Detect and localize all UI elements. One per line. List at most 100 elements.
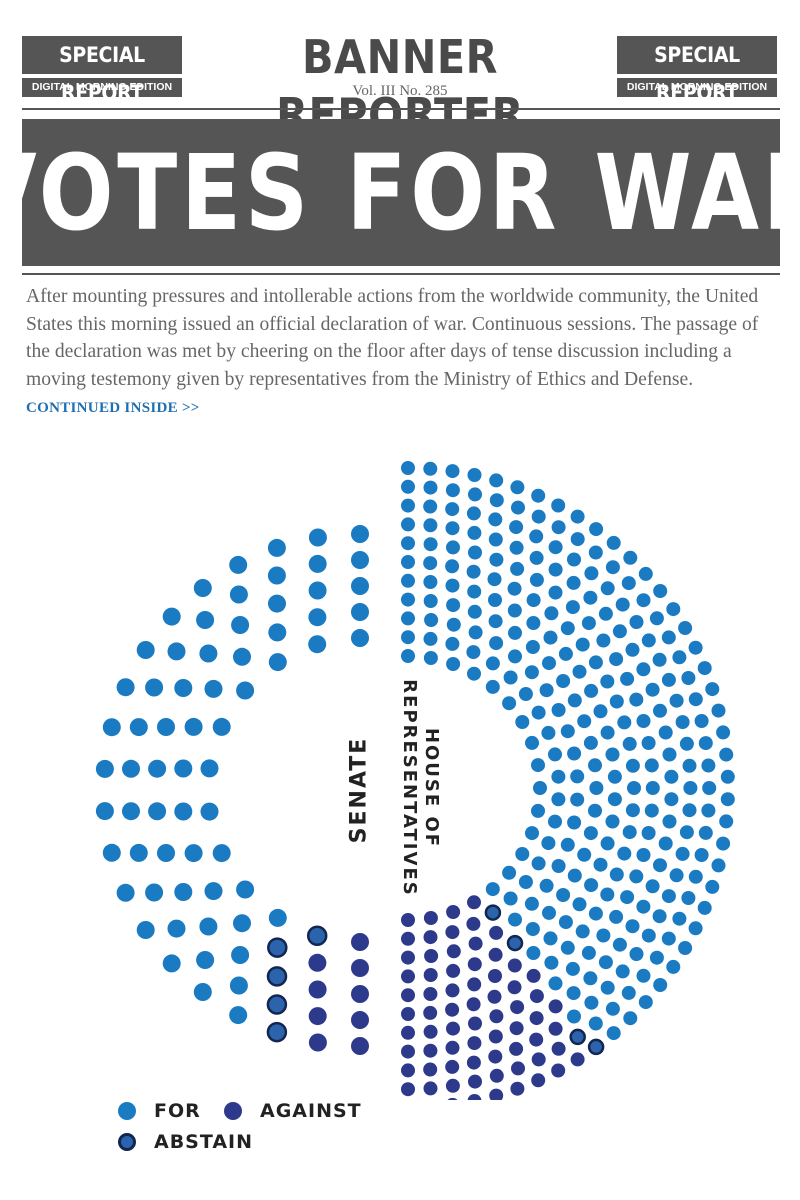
- house-seat-for: [518, 875, 533, 889]
- house-seat-for: [623, 550, 638, 565]
- senate-seat-against: [308, 953, 327, 972]
- house-seat-for: [612, 624, 627, 639]
- house-seat-for: [596, 928, 611, 943]
- house-seat-for: [560, 621, 575, 636]
- house-seat-for: [445, 502, 460, 517]
- house-seat-for: [682, 803, 697, 818]
- house-seat-for: [719, 814, 734, 829]
- house-seat-for: [625, 642, 640, 657]
- house-seat-against: [507, 958, 522, 973]
- house-seat-for: [638, 995, 653, 1010]
- house-seat-for: [649, 950, 664, 965]
- senate-seat-for: [162, 954, 181, 973]
- house-seat-for: [446, 617, 461, 632]
- house-seat-against: [467, 895, 481, 910]
- senate-seat-for: [351, 603, 369, 621]
- senate-seat-for: [267, 566, 286, 585]
- legend-dot-against: [224, 1102, 242, 1120]
- house-seat-for: [666, 959, 681, 974]
- house-seat-for: [617, 715, 632, 730]
- senate-seat-for: [184, 717, 203, 736]
- house-seat-against: [510, 1000, 525, 1015]
- house-seat-for: [625, 919, 640, 934]
- legend-dot-abstain: [118, 1133, 136, 1151]
- house-seat-for: [678, 941, 693, 955]
- house-seat-for: [653, 978, 668, 992]
- house-seat-for: [524, 896, 539, 911]
- house-seat-for: [645, 879, 660, 894]
- house-seat-for: [531, 758, 545, 773]
- house-seat-for: [518, 687, 533, 701]
- house-seat-for: [489, 473, 504, 488]
- house-seat-for: [445, 483, 460, 498]
- house-seat-for: [629, 692, 644, 707]
- house-seat-against: [423, 911, 438, 925]
- house-seat-for: [539, 683, 554, 698]
- house-seat-for: [567, 868, 582, 883]
- house-seat-for: [531, 856, 546, 871]
- house-seat-for: [548, 585, 563, 600]
- house-seat-for: [609, 909, 624, 924]
- senate-seat-for: [351, 629, 369, 647]
- senate-seat-for: [212, 844, 231, 863]
- house-seat-for: [662, 747, 677, 762]
- house-seat-for: [525, 826, 539, 841]
- house-seat-for: [543, 630, 558, 645]
- house-seat-for: [401, 611, 415, 626]
- house-seat-for: [423, 594, 438, 608]
- house-seat-for: [688, 640, 703, 655]
- house-seat-for: [606, 535, 621, 550]
- house-seat-against: [401, 1063, 415, 1078]
- house-seat-against: [510, 1081, 525, 1096]
- house-seat-for: [503, 670, 518, 685]
- house-seat-for: [570, 532, 585, 547]
- masthead-divider: [22, 108, 780, 110]
- house-seat-for: [401, 649, 415, 663]
- house-seat-for: [467, 666, 481, 681]
- continued-inside-link[interactable]: CONTINUED INSIDE >>: [26, 400, 200, 416]
- house-seat-for: [488, 532, 503, 547]
- house-seat-for: [487, 572, 502, 587]
- house-seat-for: [661, 931, 676, 946]
- legend-label-abstain: ABSTAIN: [154, 1131, 254, 1153]
- house-seat-against: [401, 1007, 415, 1021]
- senate-seat-for: [102, 718, 121, 737]
- house-seat-against: [446, 944, 461, 959]
- house-seat-for: [445, 521, 460, 536]
- house-seat-for: [510, 480, 525, 495]
- house-seat-for: [694, 848, 709, 862]
- house-seat-for: [609, 652, 624, 667]
- house-seat-for: [466, 506, 481, 521]
- senate-seat-for: [236, 681, 255, 700]
- house-seat-for: [666, 602, 681, 617]
- senate-seat-for: [116, 883, 135, 902]
- senate-seat-for: [268, 623, 287, 642]
- house-seat-for: [488, 614, 503, 629]
- senate-seat-for: [174, 802, 193, 821]
- house-seat-for: [531, 488, 546, 503]
- house-seat-for: [679, 736, 694, 751]
- house-seat-for: [556, 888, 571, 902]
- house-seat-for: [423, 631, 438, 646]
- house-seat-for: [615, 597, 630, 612]
- house-seat-for: [424, 613, 439, 627]
- house-seat-for: [627, 781, 641, 795]
- house-seat-for: [589, 522, 604, 537]
- senate-seat-for: [204, 679, 223, 698]
- house-seat-against: [509, 1041, 524, 1056]
- house-seat-against: [468, 1074, 482, 1089]
- senate-seat-for: [129, 718, 148, 737]
- senate-seat-abstain: [267, 937, 288, 958]
- house-seat-for: [567, 552, 581, 567]
- house-seat-for: [423, 461, 438, 476]
- house-seat-for: [584, 566, 599, 581]
- house-seat-for: [445, 464, 460, 479]
- house-seat-against: [424, 949, 439, 963]
- house-seat-for: [502, 696, 517, 711]
- house-seat-for: [620, 890, 635, 905]
- legend-item-abstain: ABSTAIN: [118, 1131, 253, 1153]
- house-seat-for: [567, 746, 582, 761]
- house-seat-for: [669, 693, 684, 708]
- house-seat-for: [556, 674, 571, 688]
- house-seat-for: [615, 964, 630, 979]
